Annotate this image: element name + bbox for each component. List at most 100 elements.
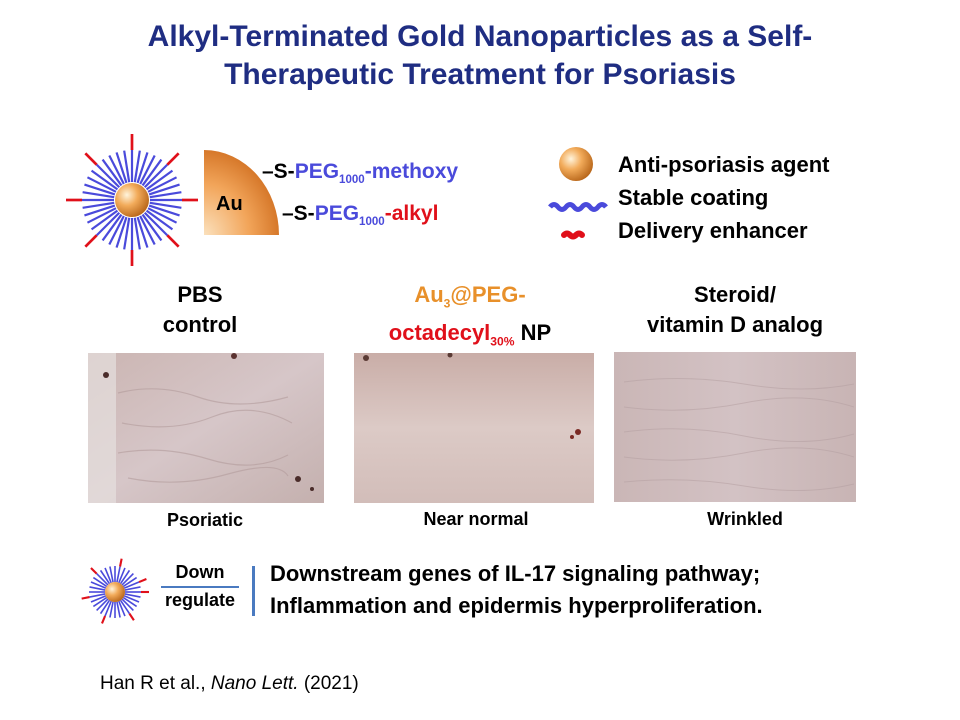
title-line-2: Therapeutic Treatment for Psoriasis — [224, 58, 736, 91]
c3-line1: Steroid/ — [694, 282, 776, 307]
peg-ligand-line — [123, 595, 140, 603]
regulate-text: regulate — [164, 590, 236, 610]
arrow-line — [161, 586, 239, 588]
alkyl-ligand-tip — [128, 613, 135, 621]
caption-wrinkled: Wrinkled — [707, 509, 783, 529]
peg-ligand-line — [104, 567, 112, 584]
lig1-prefix: –S- — [262, 160, 295, 183]
downstream-description: Downstream genes of IL-17 signaling path… — [270, 558, 763, 622]
citation-authors: Han R et al., — [100, 673, 211, 694]
peg-ligand-line — [121, 598, 134, 611]
peg-ligand-line — [148, 183, 180, 196]
peg-ligand-line — [92, 576, 108, 588]
down-regulate-label: Down regulate — [155, 562, 245, 611]
alkyl-ligand-tip — [84, 234, 98, 248]
peg-ligand-line — [119, 569, 131, 585]
np-small-ligands — [81, 558, 149, 624]
peg-ligand-line — [115, 152, 128, 184]
peg-ligand-line — [82, 191, 115, 199]
peg-ligand-line — [116, 601, 121, 618]
peg-ligand-line — [143, 211, 169, 237]
peg-ligand-line — [108, 154, 125, 185]
peg-ligand-line — [148, 204, 180, 217]
c2-octadecyl: octadecyl — [388, 320, 491, 346]
nanoparticle-small-icon — [81, 558, 149, 624]
skin-photo-wrinkled — [614, 352, 856, 502]
alkyl-ligand-tip — [84, 152, 98, 166]
peg-ligand-line — [133, 150, 141, 183]
c3-line2: vitamin D analog — [646, 312, 824, 337]
alkyl-ligand-tip — [166, 152, 180, 166]
peg-ligand-line — [116, 566, 121, 583]
peg-ligand-line — [139, 215, 156, 246]
lig2-sub: 1000 — [359, 216, 385, 229]
peg-ligand-line — [123, 581, 140, 589]
peg-ligand-line — [90, 169, 119, 191]
citation-journal: Nano Lett. — [210, 673, 299, 694]
lig2-dash: - — [384, 202, 392, 225]
peg-ligand-line — [145, 169, 174, 191]
peg-ligand-line — [136, 216, 149, 248]
caption-near-normal: Near normal — [423, 509, 529, 529]
alkyl-ligand-tip — [90, 567, 98, 575]
column-label-steroid: Steroid/ vitamin D analog — [605, 280, 865, 340]
down-text: Down — [175, 562, 225, 582]
column-label-pbs: PBS control — [100, 280, 300, 340]
peg-ligand-line — [124, 586, 141, 591]
legend-item-coating: Stable coating — [618, 185, 769, 210]
skin-photo-psoriatic — [88, 353, 324, 503]
peg-ligand-line — [143, 163, 169, 189]
peg-ligand-line — [84, 183, 116, 196]
peg-ligand-line — [124, 593, 141, 598]
peg-chain-icon — [548, 202, 608, 212]
peg-ligand-line — [99, 569, 111, 585]
nanoparticle-illustration — [66, 134, 198, 266]
peg-ligand-line — [147, 207, 178, 224]
legend: Anti-psoriasis agent Stable coating Deli… — [618, 148, 829, 247]
lig2-peg: PEG — [314, 202, 360, 225]
c1-line1: PBS — [177, 282, 223, 307]
peg-ligand-line — [96, 573, 109, 586]
ligand-methoxy: –S-PEG1000-methoxy — [262, 160, 458, 186]
peg-ligand-line — [99, 599, 111, 615]
peg-ligand-line — [101, 158, 123, 187]
peg-ligand-line — [122, 576, 138, 588]
peg-ligand-line — [109, 601, 114, 618]
caption-psoriatic: Psoriatic — [166, 510, 244, 530]
peg-ligand-line — [104, 600, 112, 617]
alkyl-chain-icon — [561, 230, 585, 240]
au-core-diagram — [204, 150, 279, 235]
peg-ligand-line — [96, 598, 109, 611]
lig2-prefix: –S- — [282, 202, 315, 225]
c2-sub: 30% — [490, 334, 515, 349]
peg-ligand-line — [119, 599, 131, 615]
alkyl-ligand-tip — [101, 615, 107, 624]
column-label-nanoparticle: Au3@PEG- octadecyl30% NP — [340, 280, 600, 357]
au-label: Au — [216, 193, 243, 215]
np-ligands — [66, 134, 198, 266]
peg-ligand-line — [147, 176, 178, 193]
peg-ligand-line — [123, 217, 131, 250]
alkyl-ligand-tip — [166, 234, 180, 248]
peg-ligand-line — [101, 213, 123, 242]
citation: Han R et al., Nano Lett. (2021) — [100, 673, 359, 695]
lig1-peg: PEG — [294, 160, 340, 183]
legend-item-agent: Anti-psoriasis agent — [618, 152, 830, 177]
citation-year: (2021) — [298, 673, 359, 694]
peg-ligand-line — [118, 600, 126, 617]
peg-ligand-line — [141, 158, 163, 187]
lig1-sub: 1000 — [339, 174, 365, 187]
peg-ligand-line — [82, 201, 115, 209]
peg-ligand-line — [133, 217, 141, 250]
peg-ligand-line — [86, 207, 117, 224]
peg-ligand-line — [90, 581, 107, 589]
peg-ligand-line — [84, 204, 116, 217]
page-title: Alkyl-Terminated Gold Nanoparticles as a… — [40, 18, 920, 94]
peg-ligand-line — [89, 593, 106, 598]
skin-photo-near-normal — [354, 353, 594, 503]
c2-np: NP — [514, 320, 552, 346]
peg-ligand-line — [118, 567, 126, 584]
peg-ligand-line — [145, 209, 174, 231]
peg-ligand-line — [90, 595, 107, 603]
peg-ligand-line — [86, 176, 117, 193]
